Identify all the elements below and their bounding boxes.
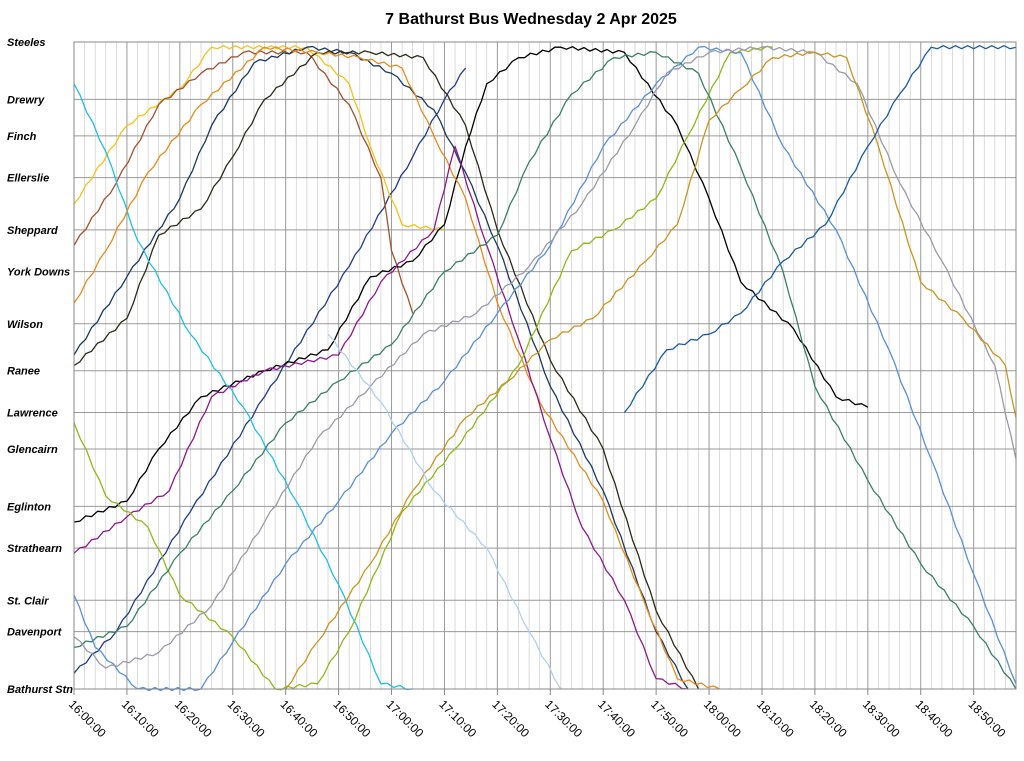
stop-label: Finch (7, 131, 37, 143)
stop-label: Drewry (7, 94, 45, 106)
stop-axis: Steeles Drewry Finch Ellerslie Sheppard York … (7, 37, 73, 696)
chart-title: 7 Bathurst Bus Wednesday 2 Apr 2025 (385, 11, 677, 28)
time-tick-label: 17:20:00 (489, 697, 532, 740)
time-tick-label: 18:20:00 (807, 697, 850, 740)
trip-line (73, 45, 689, 690)
time-tick-label: 18:30:00 (860, 697, 903, 740)
trip-line (73, 46, 720, 690)
trip-line (73, 50, 700, 690)
stop-label: St. Clair (7, 595, 49, 607)
stop-label: Ellerslie (7, 173, 49, 185)
stop-label: Davenport (7, 627, 63, 639)
trip-line (73, 51, 1017, 690)
trip-line (73, 46, 869, 523)
time-tick-label: 16:10:00 (119, 697, 162, 740)
plot-frame (73, 41, 1017, 690)
trip-line (73, 45, 445, 231)
stop-label: Glencairn (7, 444, 58, 456)
trip-line (73, 50, 414, 314)
trip-line (623, 45, 1017, 413)
time-tick-label: 16:30:00 (225, 697, 268, 740)
grid (73, 41, 1017, 690)
stop-label: Eglinton (7, 501, 51, 513)
time-tick-label: 17:00:00 (383, 697, 426, 740)
stop-label: Wilson (7, 319, 43, 331)
time-axis: 16:00:00 16:10:00 16:20:00 16:30:00 16:40:00… (66, 689, 1009, 740)
time-tick-label: 16:40:00 (278, 697, 321, 740)
stop-label: Bathurst Stn (7, 684, 73, 696)
time-tick-label: 17:40:00 (595, 697, 638, 740)
time-tick-label: 17:10:00 (436, 697, 479, 740)
trip-line (73, 67, 467, 674)
trip-lines (73, 45, 1017, 692)
time-tick-label: 16:50:00 (330, 697, 373, 740)
stop-label: Lawrence (7, 407, 58, 419)
time-tick-label: 18:10:00 (754, 697, 797, 740)
stop-label: Steeles (7, 37, 46, 49)
time-tick-label: 16:00:00 (66, 697, 109, 740)
trip-line (73, 45, 1017, 669)
trip-line (73, 145, 688, 690)
time-tick-label: 18:00:00 (701, 697, 744, 740)
stop-label: Sheppard (7, 225, 58, 237)
trip-line (73, 45, 1017, 692)
stop-label: Ranee (7, 366, 40, 378)
stop-label: York Downs (7, 267, 70, 279)
time-tick-label: 18:50:00 (966, 697, 1009, 740)
time-tick-label: 18:40:00 (913, 697, 956, 740)
time-tick-label: 17:50:00 (648, 697, 691, 740)
trip-line (327, 333, 562, 690)
time-tick-label: 17:30:00 (542, 697, 585, 740)
time-tick-label: 16:20:00 (172, 697, 215, 740)
trip-line (285, 51, 1017, 690)
trip-line (73, 45, 773, 691)
stop-label: Strathearn (7, 543, 62, 555)
